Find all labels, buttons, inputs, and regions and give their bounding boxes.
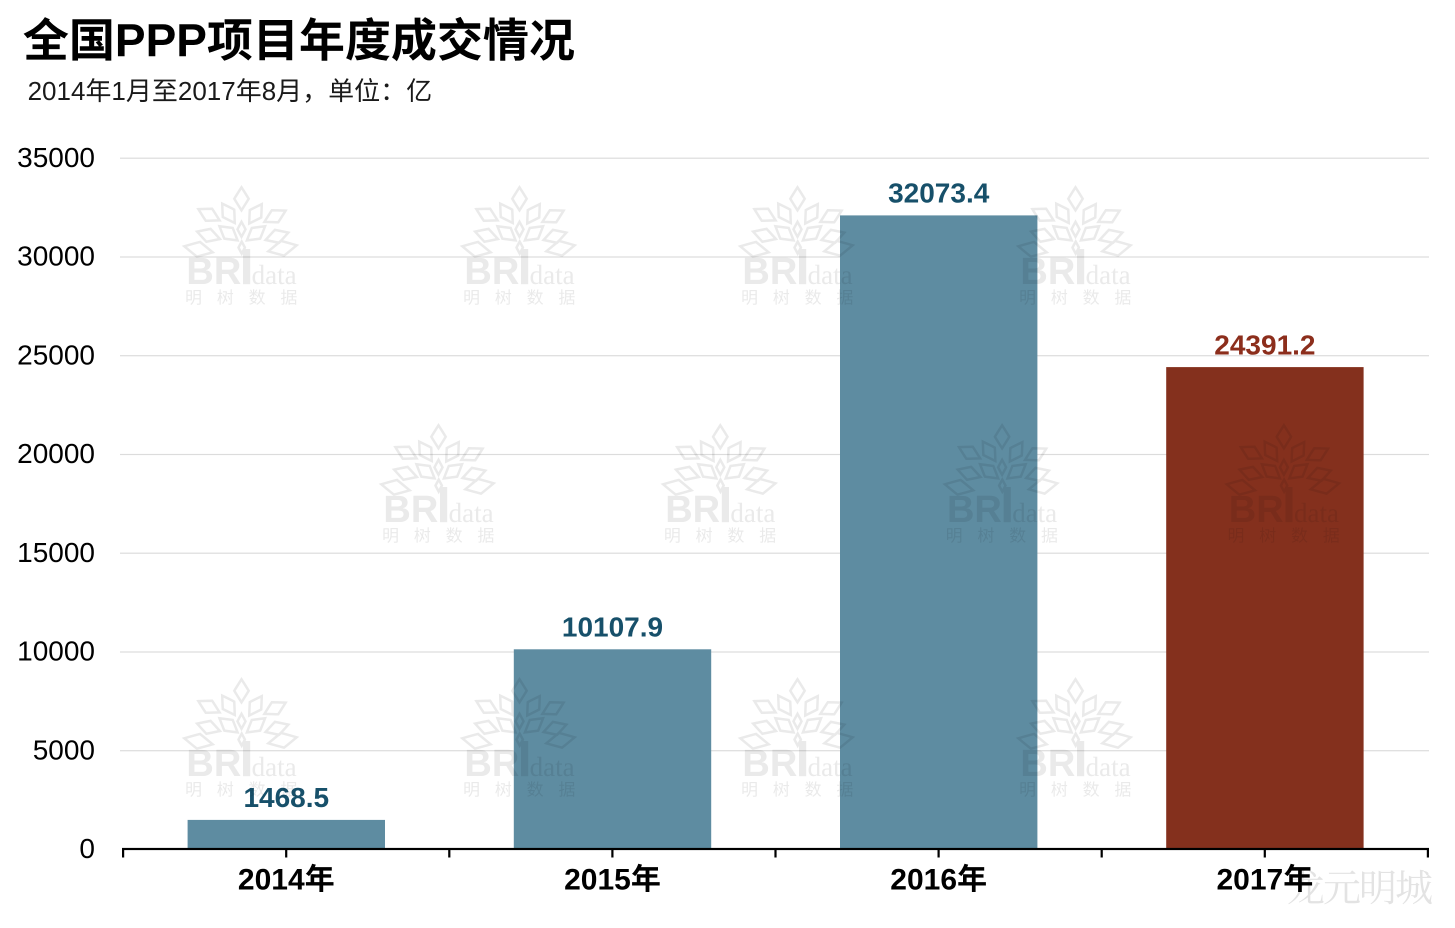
- svg-text:35000: 35000: [17, 142, 95, 173]
- svg-text:PPP: PPP: [115, 15, 207, 67]
- svg-text:2016: 2016: [890, 863, 957, 896]
- svg-text:15000: 15000: [17, 537, 95, 568]
- svg-text:2017: 2017: [1217, 863, 1284, 896]
- svg-text:data: data: [1086, 260, 1131, 290]
- svg-text:8: 8: [262, 76, 276, 106]
- svg-text:data: data: [1086, 752, 1131, 782]
- svg-text:BR: BR: [1229, 489, 1284, 531]
- svg-text:10107.9: 10107.9: [562, 612, 663, 643]
- svg-text:BR: BR: [742, 251, 797, 293]
- svg-text:5000: 5000: [33, 734, 95, 765]
- svg-text:BR: BR: [947, 489, 1002, 531]
- svg-text:data: data: [1012, 498, 1057, 528]
- svg-text:data: data: [252, 260, 297, 290]
- svg-text:BR: BR: [1020, 251, 1075, 293]
- svg-text:data: data: [808, 260, 853, 290]
- svg-text:data: data: [530, 752, 575, 782]
- svg-text:BR: BR: [383, 489, 438, 531]
- svg-text:2014: 2014: [238, 863, 305, 896]
- svg-text:BR: BR: [1020, 743, 1075, 785]
- svg-text:BR: BR: [186, 743, 241, 785]
- svg-text:data: data: [252, 752, 297, 782]
- svg-text:2017: 2017: [178, 76, 236, 106]
- svg-text:BR: BR: [464, 743, 519, 785]
- svg-text:data: data: [1294, 498, 1339, 528]
- svg-text:24391.2: 24391.2: [1214, 329, 1315, 360]
- svg-text:1: 1: [111, 76, 125, 106]
- svg-text:2015: 2015: [564, 863, 631, 896]
- svg-text:20000: 20000: [17, 438, 95, 469]
- svg-text:data: data: [530, 260, 575, 290]
- svg-text:32073.4: 32073.4: [888, 178, 990, 209]
- svg-text:10000: 10000: [17, 636, 95, 667]
- svg-text:data: data: [730, 498, 775, 528]
- svg-text:2014: 2014: [28, 76, 86, 106]
- svg-text:25000: 25000: [17, 339, 95, 370]
- svg-text:BR: BR: [665, 489, 720, 531]
- svg-text:BR: BR: [186, 251, 241, 293]
- svg-text:BR: BR: [464, 251, 519, 293]
- svg-text:0: 0: [79, 833, 95, 864]
- svg-text:BR: BR: [742, 743, 797, 785]
- svg-text:data: data: [808, 752, 853, 782]
- svg-text:data: data: [449, 498, 494, 528]
- svg-text:30000: 30000: [17, 241, 95, 272]
